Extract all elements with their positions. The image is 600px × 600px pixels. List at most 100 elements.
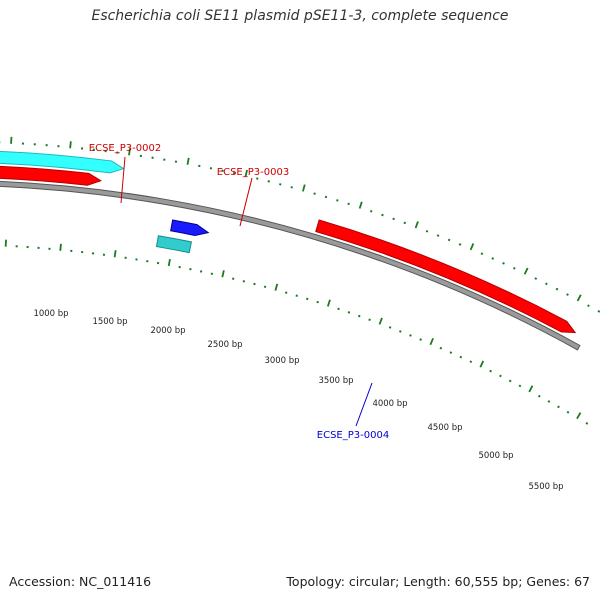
inner-ruler-major-tick [113, 250, 117, 258]
scale-label-1500: 1500 bp [92, 317, 127, 327]
scale-label-5000: 5000 bp [478, 451, 513, 461]
inner-ruler-minor-tick [518, 384, 522, 388]
inner-ruler-major-tick [167, 258, 171, 267]
inner-ruler-major-tick [479, 360, 485, 368]
outer-ruler-minor-tick [347, 202, 350, 206]
outer-ruler-minor-tick [403, 221, 407, 225]
outer-ruler-minor-tick [502, 262, 505, 265]
inner-ruler-minor-tick [499, 374, 502, 378]
map-title: Escherichia coli SE11 plasmid pSE11-3, c… [91, 8, 509, 24]
feature-label-ecse-p3-0003[interactable]: ECSE_P3-0003 [217, 167, 289, 178]
inner-ruler-minor-tick [459, 355, 463, 359]
outer-ruler-minor-tick [458, 243, 462, 246]
outer-ruler-minor-tick [279, 183, 282, 186]
inner-ruler-minor-tick [368, 318, 371, 322]
sequence-backbone [0, 180, 581, 351]
feature-label-ecse-p3-0002[interactable]: ECSE_P3-0002 [89, 143, 161, 154]
inner-ruler-major-tick [429, 337, 434, 346]
inner-ruler-ticks [4, 239, 589, 425]
outer-ruler-minor-tick [587, 304, 590, 308]
inner-ruler-minor-tick [253, 282, 256, 286]
outer-ruler-minor-tick [425, 229, 429, 233]
inner-ruler-minor-tick [357, 314, 361, 318]
outer-ruler-major-tick [128, 148, 131, 156]
outer-ruler-major-tick [414, 221, 419, 229]
inner-ruler-minor-tick [547, 400, 551, 403]
inner-ruler-major-tick [378, 317, 383, 325]
outer-ruler-minor-tick [513, 266, 516, 270]
inner-ruler-minor-tick [263, 285, 267, 289]
scale-label-2500: 2500 bp [207, 340, 242, 350]
inner-ruler-minor-tick [295, 294, 298, 297]
outer-ruler-major-tick [69, 141, 72, 149]
scale-labels: 1000 bp 1500 bp 2000 bp 2500 bp 3000 bp … [33, 309, 563, 492]
red-feature-3[interactable] [0, 165, 102, 186]
outer-ruler-minor-tick [545, 282, 548, 286]
scale-label-1000: 1000 bp [33, 309, 68, 319]
outer-ruler-minor-tick [555, 287, 559, 291]
inner-ruler-minor-tick [557, 405, 560, 409]
scale-label-3500: 3500 bp [318, 376, 353, 386]
outer-ruler-minor-tick [324, 195, 328, 199]
inner-ruler-minor-tick [388, 326, 392, 329]
outer-ruler-minor-tick [480, 252, 484, 256]
inner-ruler-minor-tick [489, 369, 492, 373]
outer-ruler-minor-tick [392, 217, 395, 221]
scale-label-3000: 3000 bp [264, 356, 299, 366]
topology-summary: Topology: circular; Length: 60,555 bp; G… [286, 574, 590, 589]
inner-ruler-minor-tick [566, 410, 570, 414]
outer-ruler-minor-tick [597, 310, 600, 313]
inner-ruler-minor-tick [399, 330, 402, 333]
inner-ruler-minor-tick [439, 346, 443, 350]
outer-ruler-minor-tick [369, 209, 373, 213]
inner-ruler-minor-tick [585, 422, 589, 425]
inner-ruler-minor-tick [449, 351, 453, 354]
outer-ruler-ticks [0, 136, 600, 313]
inner-ruler-minor-tick [419, 338, 422, 341]
outer-ruler-minor-tick [491, 257, 495, 260]
inner-ruler-minor-tick [469, 360, 473, 364]
inner-ruler-major-tick [274, 283, 279, 291]
inner-ruler-minor-tick [284, 291, 288, 294]
inner-ruler-major-tick [528, 385, 534, 393]
outer-ruler-major-tick [469, 243, 475, 251]
outer-ruler-minor-tick [313, 192, 316, 195]
outer-ruler-major-tick [358, 201, 363, 209]
scale-label-2000: 2000 bp [150, 326, 185, 336]
red-feature-4[interactable] [315, 219, 577, 334]
accession-text: Accession: NC_011416 [9, 574, 152, 589]
outer-ruler-minor-tick [534, 277, 538, 280]
leader-line-ecse-p3-0004 [355, 382, 373, 427]
leader-line-ecse-p3-0002 [120, 156, 126, 204]
outer-ruler-minor-tick [566, 293, 569, 296]
outer-ruler-minor-tick [336, 199, 339, 202]
inner-ruler-minor-tick [305, 297, 309, 301]
outer-ruler-major-tick [523, 267, 529, 275]
feature-leader-lines [120, 156, 373, 427]
outer-ruler-major-tick [186, 157, 190, 165]
outer-ruler-major-tick [244, 169, 248, 178]
inner-ruler-major-tick [221, 270, 225, 278]
scale-label-5500: 5500 bp [528, 482, 563, 492]
blue-feature-small[interactable] [170, 219, 210, 236]
inner-ruler-minor-tick [316, 300, 319, 304]
scale-label-4000: 4000 bp [372, 399, 407, 409]
outer-ruler-minor-tick [447, 238, 451, 242]
feature-label-ecse-p3-0004[interactable]: ECSE_P3-0004 [317, 430, 389, 441]
leader-line-ecse-p3-0003 [239, 177, 253, 227]
inner-ruler-minor-tick [409, 334, 412, 337]
inner-ruler-minor-tick [347, 311, 351, 314]
outer-ruler-minor-tick [290, 186, 293, 189]
feature-tracks [0, 150, 577, 334]
inner-ruler-minor-tick [537, 394, 541, 398]
outer-ruler-major-tick [302, 184, 306, 192]
inner-ruler-minor-tick [508, 379, 512, 383]
inner-ruler-major-tick [576, 412, 582, 420]
teal-feature-small[interactable] [155, 235, 192, 254]
inner-ruler-major-tick [326, 299, 331, 307]
outer-ruler-minor-tick [436, 234, 440, 237]
inner-ruler-major-tick [59, 243, 62, 251]
outer-ruler-minor-tick [381, 213, 384, 217]
outer-ruler-major-tick [576, 294, 582, 302]
